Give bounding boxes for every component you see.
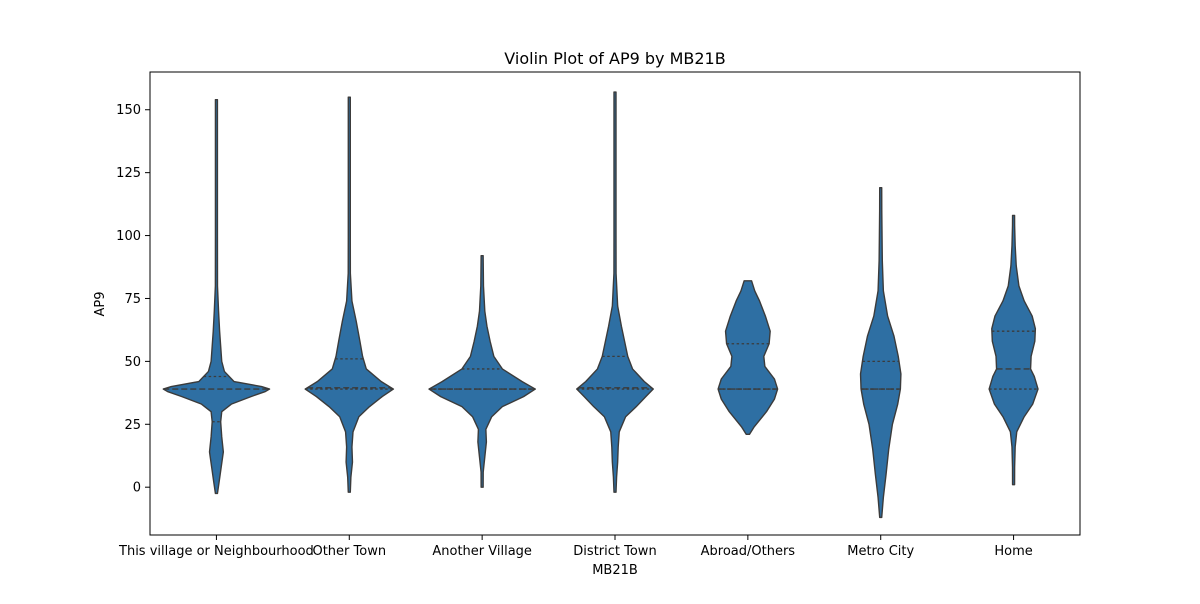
x-tick-label-district-town: District Town <box>573 544 656 559</box>
violin-home <box>988 214 1039 486</box>
plot-area-frame <box>149 71 1081 536</box>
y-axis: 0 25 50 75 100 125 150 <box>116 103 150 496</box>
chart-title: Violin Plot of AP9 by MB21B <box>504 49 725 68</box>
x-tick-label-another-village: Another Village <box>432 544 532 559</box>
violin-body <box>576 91 654 493</box>
violin-body <box>859 187 902 519</box>
violin-body <box>162 98 271 495</box>
x-tick-label-home: Home <box>994 544 1032 559</box>
y-tick-label: 50 <box>124 355 141 370</box>
x-tick-label-this-village-or-neighbourhood: This village or Neighbourhood <box>118 544 314 559</box>
y-tick-label: 0 <box>133 481 141 496</box>
x-tick-label-abroad-others: Abroad/Others <box>701 544 796 559</box>
y-tick-label: 125 <box>116 166 141 181</box>
x-tick-label-other-town: Other Town <box>312 544 386 559</box>
violin-body <box>988 214 1039 486</box>
violin-district-town <box>576 91 654 493</box>
x-axis-label: MB21B <box>592 563 638 578</box>
violin-abroad-others <box>717 280 779 436</box>
y-tick-label: 100 <box>116 229 141 244</box>
violin-body <box>717 280 779 436</box>
y-tick-label: 150 <box>116 103 141 118</box>
x-tick-label-metro-city: Metro City <box>847 544 914 559</box>
y-tick-label: 25 <box>124 418 141 433</box>
violins-layer <box>162 91 1039 519</box>
violin-this-village-or-neighbourhood <box>162 98 271 495</box>
y-tick-label: 75 <box>124 292 141 307</box>
y-axis-label: AP9 <box>93 291 108 316</box>
violin-metro-city <box>859 187 902 519</box>
violin-other-town <box>304 96 395 493</box>
violin-body <box>304 96 395 493</box>
violin-another-village <box>428 254 536 488</box>
violin-body <box>428 254 536 488</box>
